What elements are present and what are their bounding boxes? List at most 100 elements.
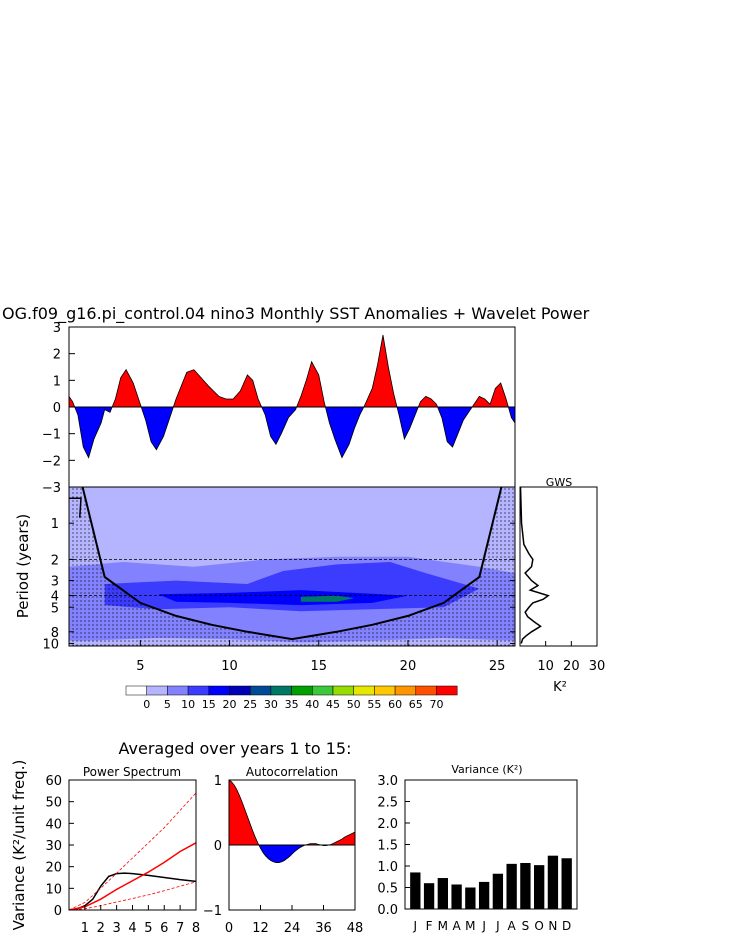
ts-ytick-label: 3 xyxy=(53,321,61,336)
colorbar-label: 20 xyxy=(223,698,237,711)
colorbar-swatch xyxy=(249,685,272,696)
colorbar-swatch xyxy=(312,685,334,696)
colorbar: 0 5 10 15 20 25 30 35 40 45 50 55 60 65 70 xyxy=(125,685,458,711)
figure-title: OG.f09_g16.pi_control.04 nino3 Monthly S… xyxy=(2,304,590,324)
ac-positive-fill xyxy=(229,780,355,845)
colorbar-label: 10 xyxy=(181,698,195,711)
ts-ytick-label: −1 xyxy=(42,428,61,443)
ps-xtick-label: 6 xyxy=(160,921,168,936)
variance-bar xyxy=(547,855,559,909)
wavelet-xtick-label: 5 xyxy=(136,659,144,674)
colorbar-label: 0 xyxy=(143,698,150,711)
variance-bar xyxy=(451,884,462,909)
colorbar-label: 60 xyxy=(388,698,402,711)
variance-ytick-label: 0.5 xyxy=(377,882,398,897)
variance-xtick-label: S xyxy=(522,919,530,933)
wavelet-ytick-label: 3 xyxy=(51,575,59,590)
coi-edge xyxy=(69,497,82,518)
gws-title: GWS xyxy=(546,476,572,489)
ps-xtick-label: 4 xyxy=(128,921,136,936)
wavelet-xtick-label: 25 xyxy=(489,659,506,674)
ts-ytick-label: 0 xyxy=(53,401,61,416)
ps-xtick-label: 7 xyxy=(176,921,184,936)
variance-xtick-label: J xyxy=(481,919,486,933)
variance-title: Variance (K²) xyxy=(451,763,522,776)
wavelet-ytick-label: 2 xyxy=(51,553,59,568)
ac-xtick-label: 0 xyxy=(225,921,233,936)
variance-bar xyxy=(465,887,476,909)
variance-bar xyxy=(534,865,545,909)
variance-xtick-label: F xyxy=(426,919,433,933)
colorbar-label: 15 xyxy=(202,698,216,711)
variance-ytick-label: 0.0 xyxy=(377,903,398,918)
variance-bar xyxy=(506,863,517,909)
ac-xtick-label: 12 xyxy=(252,921,269,936)
anomaly-line xyxy=(69,334,515,459)
ps-ytick-label: 50 xyxy=(45,796,62,811)
colorbar-swatch xyxy=(436,685,458,696)
autocorrelation-panel: Autocorrelation 10−1 0 12 24 36 48 xyxy=(203,765,363,936)
gws-panel: GWS 10 20 30 K² xyxy=(519,476,606,695)
wavelet-ytick-label: 1 xyxy=(51,517,59,532)
spectrum-series-lower-5- xyxy=(69,881,196,910)
variance-xtick-label: J xyxy=(413,919,418,933)
colorbar-label: 5 xyxy=(164,698,171,711)
gws-xtick-label: 10 xyxy=(537,659,554,674)
variance-bar xyxy=(437,878,448,909)
ac-xtick-label: 36 xyxy=(315,921,332,936)
colorbar-swatch xyxy=(187,685,210,696)
power-spectrum-ylabel: Variance (K²/unit freq.) xyxy=(10,760,28,931)
colorbar-swatch xyxy=(125,685,147,696)
spectrum-series-upper-95- xyxy=(69,792,196,910)
ac-xtick-label: 24 xyxy=(284,921,301,936)
colorbar-label: 35 xyxy=(285,698,299,711)
autocorrelation-title: Autocorrelation xyxy=(246,765,338,779)
colorbar-label: 30 xyxy=(264,698,278,711)
colorbar-swatch xyxy=(270,685,292,696)
variance-ytick-label: 2.0 xyxy=(377,817,398,832)
variance-xtick-label: M xyxy=(438,919,448,933)
gws-line xyxy=(519,486,550,644)
ts-ytick-label: −3 xyxy=(42,481,61,496)
ps-xtick-label: 1 xyxy=(81,921,89,936)
variance-xtick-label: A xyxy=(452,919,461,933)
ps-xtick-label: 3 xyxy=(112,921,120,936)
colorbar-label: 50 xyxy=(347,698,361,711)
colorbar-label: 70 xyxy=(430,698,444,711)
power-spectrum-title: Power Spectrum xyxy=(83,765,181,779)
variance-xtick-label: O xyxy=(534,919,543,933)
averaged-header: Averaged over years 1 to 15: xyxy=(119,739,352,758)
colorbar-swatch xyxy=(291,685,313,696)
colorbar-swatch xyxy=(208,685,230,696)
power-spectrum-frame xyxy=(68,779,197,911)
gws-xtick-label: 30 xyxy=(589,659,606,674)
variance-bar xyxy=(478,881,490,909)
colorbar-swatch xyxy=(332,685,354,696)
ps-ytick-label: 20 xyxy=(45,861,62,876)
colorbar-label: 45 xyxy=(326,698,340,711)
contour-level-25 xyxy=(300,595,355,602)
wavelet-ytick-label: 10 xyxy=(42,637,59,652)
wavelet-xtick-label: 10 xyxy=(221,659,238,674)
colorbar-swatch xyxy=(167,685,189,696)
ps-xtick-label: 5 xyxy=(144,921,152,936)
ac-ytick-label: −1 xyxy=(203,904,222,919)
negative-anomaly-fill xyxy=(69,407,515,458)
colorbar-swatch xyxy=(415,685,437,696)
ac-line xyxy=(229,780,355,863)
wavelet-ylabel: Period (years) xyxy=(14,514,32,619)
colorbar-swatch xyxy=(229,685,251,696)
variance-xtick-label: D xyxy=(562,919,571,933)
colorbar-swatch xyxy=(353,685,375,696)
gws-xlabel: K² xyxy=(553,680,567,695)
variance-bar xyxy=(561,858,572,909)
variance-ytick-label: 2.5 xyxy=(377,796,398,811)
colorbar-label: 65 xyxy=(409,698,423,711)
wavelet-ytick-label: 5 xyxy=(51,601,59,616)
ps-xtick-label: 2 xyxy=(97,921,105,936)
cone-of-influence-hatch xyxy=(69,487,515,646)
